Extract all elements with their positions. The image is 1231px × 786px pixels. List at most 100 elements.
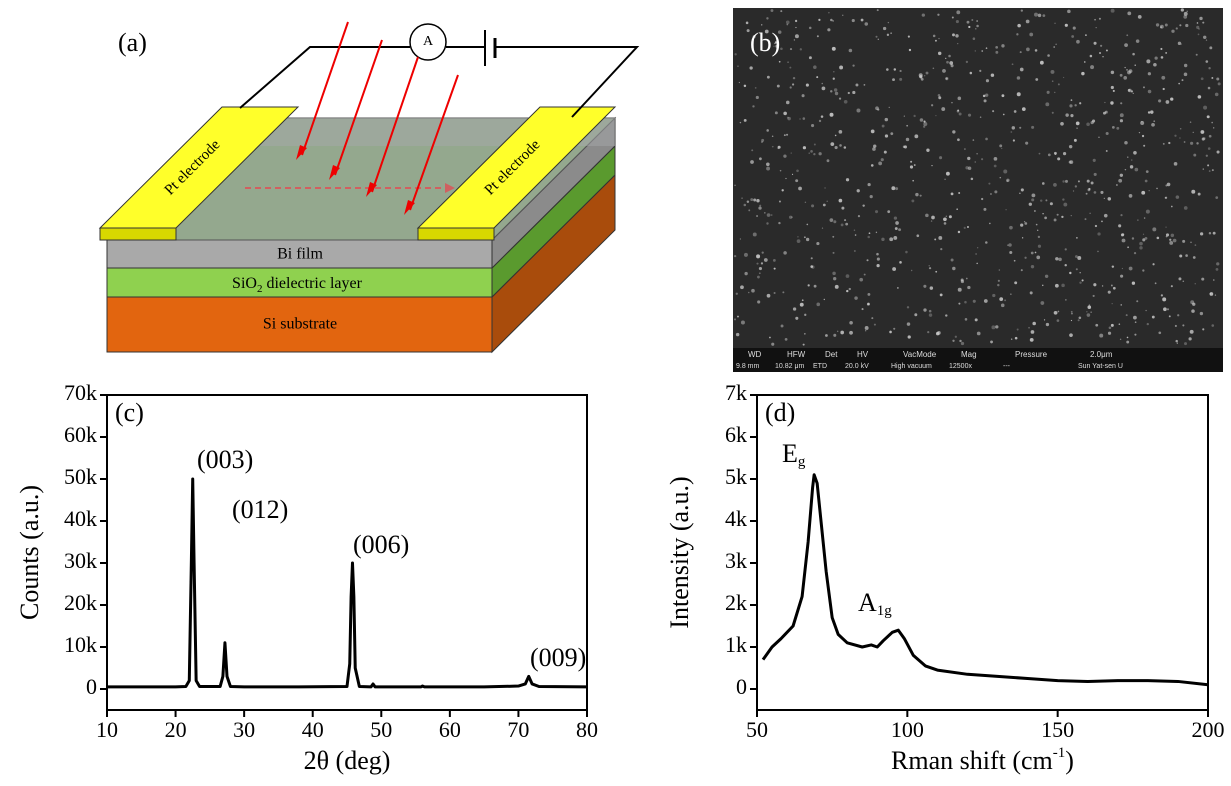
x-tick-label: 30	[233, 717, 255, 742]
sem-particle	[990, 73, 995, 77]
sem-particle	[869, 195, 873, 199]
sem-particle	[1024, 256, 1027, 259]
sem-particle	[990, 340, 993, 344]
sem-particle	[867, 292, 871, 296]
sem-particle	[1038, 152, 1041, 155]
sem-particle	[751, 288, 755, 293]
sem-info-header: 2.0μm	[1090, 350, 1113, 359]
sem-particle	[1165, 51, 1168, 54]
sem-particle	[792, 76, 796, 80]
sem-particle	[969, 71, 973, 75]
sem-particle	[799, 302, 804, 307]
sem-particle	[881, 237, 885, 242]
sem-particle	[956, 10, 961, 15]
sem-particle	[1141, 134, 1145, 138]
sem-particle	[799, 118, 801, 120]
sem-particle	[862, 204, 865, 207]
sem-particle	[958, 192, 961, 195]
sem-particle	[792, 307, 797, 311]
sem-particle	[966, 226, 969, 228]
text-part: dielectric layer	[262, 275, 362, 292]
sem-particle	[1144, 179, 1148, 183]
sem-particle	[979, 116, 982, 118]
sem-particle	[1112, 286, 1116, 290]
sem-particle	[1178, 277, 1182, 281]
sem-particle	[1068, 144, 1073, 149]
electrode-left-front	[99, 227, 177, 241]
sem-particle	[1151, 315, 1155, 319]
sem-particle	[825, 334, 828, 337]
sem-particle	[983, 99, 987, 103]
sem-info-header: VacMode	[903, 350, 937, 359]
sem-particle	[923, 125, 926, 128]
script: 1g	[877, 603, 893, 619]
sem-particle	[951, 16, 954, 19]
sem-particle	[752, 232, 757, 237]
sem-particle	[948, 215, 952, 219]
sem-particle	[1192, 256, 1196, 259]
sem-particle	[1079, 281, 1082, 284]
sem-particle	[919, 118, 924, 122]
sem-particle	[1189, 329, 1194, 334]
x-axis-label: 2θ (deg)	[304, 746, 391, 775]
sem-particle	[813, 153, 816, 156]
sem-particle	[818, 152, 822, 156]
light-arrowheads	[296, 145, 415, 215]
sem-particle	[824, 187, 826, 189]
sem-particle	[1145, 209, 1150, 214]
sem-particle	[856, 108, 861, 113]
sem-particle	[976, 262, 978, 265]
sem-particle	[1105, 150, 1108, 152]
sem-particle	[852, 90, 856, 95]
sem-particle	[820, 115, 824, 118]
sem-particle	[1126, 336, 1129, 339]
sem-particle	[913, 114, 916, 118]
sem-particle	[960, 341, 965, 346]
sem-particle	[1165, 226, 1167, 228]
sem-particle	[909, 165, 914, 169]
sem-particle	[782, 291, 785, 294]
sem-particle	[1076, 127, 1078, 129]
sem-particle	[1154, 56, 1158, 60]
sem-particle	[755, 95, 759, 100]
sem-particle	[864, 326, 869, 330]
sem-particle	[1119, 338, 1122, 341]
sem-particle	[1216, 150, 1220, 154]
sem-particle	[1179, 127, 1182, 130]
sem-particle	[916, 234, 920, 238]
sem-particle	[1146, 59, 1151, 64]
sem-particle	[925, 71, 929, 75]
sem-particle	[946, 60, 949, 64]
sem-particle	[943, 217, 947, 222]
sem-particle	[1176, 342, 1178, 344]
sem-particle	[1168, 141, 1171, 145]
sem-particle	[1207, 86, 1211, 90]
sem-particle	[1158, 99, 1162, 103]
sem-particle	[945, 215, 947, 217]
device-diagram: A Pt electrode Pt electrode Bi film SiO2…	[98, 21, 640, 354]
sem-particle	[1051, 111, 1054, 114]
sem-particle	[1133, 252, 1137, 255]
sem-particle	[1016, 92, 1021, 97]
sem-particle	[1139, 241, 1143, 246]
sem-particle	[1147, 72, 1152, 76]
sem-particle	[737, 315, 739, 318]
sem-particle	[1190, 141, 1194, 145]
sem-particle	[1169, 240, 1174, 245]
sem-particle	[823, 298, 825, 301]
sem-particle	[1201, 277, 1205, 281]
sem-particle	[802, 146, 807, 150]
sem-info-bar	[733, 348, 1223, 372]
script: g	[798, 454, 806, 470]
sem-particle	[957, 42, 959, 45]
sem-particle	[798, 186, 802, 191]
sem-particle	[1034, 49, 1038, 52]
sem-particle	[970, 177, 974, 181]
sem-particle	[1211, 324, 1215, 327]
sem-info-value: Sun Yat-sen U	[1078, 363, 1123, 370]
sem-particle	[830, 142, 835, 147]
sem-particle	[1008, 243, 1012, 247]
sem-particle	[1045, 102, 1050, 107]
sem-particle	[766, 75, 770, 79]
